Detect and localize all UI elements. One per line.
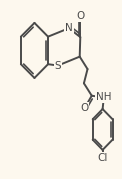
Text: N: N: [65, 23, 73, 33]
Text: O: O: [76, 11, 84, 21]
Text: NH: NH: [96, 93, 112, 103]
Text: O: O: [80, 103, 89, 113]
Text: S: S: [55, 61, 61, 71]
Text: Cl: Cl: [97, 153, 108, 163]
